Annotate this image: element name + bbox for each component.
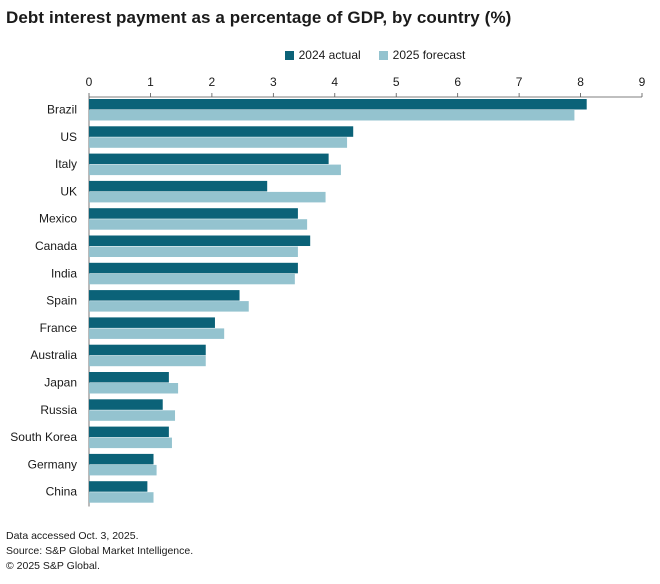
footer-copyright: © 2025 S&P Global. bbox=[6, 560, 100, 572]
bar-2024-actual bbox=[89, 99, 587, 110]
bar-2025-forecast bbox=[89, 328, 225, 339]
y-category-label: Australia bbox=[30, 348, 77, 362]
x-tick-label: 7 bbox=[516, 75, 523, 89]
y-category-label: Italy bbox=[55, 157, 77, 171]
x-tick-label: 8 bbox=[577, 75, 584, 89]
bar-2025-forecast bbox=[89, 383, 179, 394]
x-tick-label: 0 bbox=[86, 75, 93, 89]
y-category-label: China bbox=[46, 485, 78, 499]
footer-source: Source: S&P Global Market Intelligence. bbox=[6, 545, 194, 557]
bar-2024-actual bbox=[89, 399, 163, 410]
bar-2025-forecast bbox=[89, 464, 157, 476]
bar-2024-actual bbox=[89, 453, 154, 465]
bar-2024-actual bbox=[89, 372, 169, 383]
chart-legend: 2024 actual 2025 forecast bbox=[0, 48, 660, 62]
bar-2025-forecast bbox=[89, 219, 308, 230]
x-tick-label: 6 bbox=[454, 75, 461, 89]
bar-2024-actual bbox=[89, 344, 206, 356]
bar-2024-actual bbox=[89, 180, 268, 192]
legend-item-2024: 2024 actual bbox=[195, 48, 361, 62]
legend-swatch-2024 bbox=[284, 50, 294, 60]
bar-2024-actual bbox=[89, 290, 240, 301]
bar-2024-actual bbox=[89, 426, 169, 438]
chart-footer: Data accessed Oct. 3, 2025. Source: S&P … bbox=[6, 529, 193, 574]
x-tick-label: 3 bbox=[270, 75, 277, 89]
y-category-label: France bbox=[40, 321, 78, 335]
y-category-label: Russia bbox=[40, 403, 77, 417]
y-category-label: Canada bbox=[35, 239, 77, 253]
footer-data-accessed: Data accessed Oct. 3, 2025. bbox=[6, 530, 139, 542]
chart-title: Debt interest payment as a percentage of… bbox=[6, 8, 512, 27]
x-tick-label: 9 bbox=[639, 75, 646, 89]
legend-label-2025: 2025 forecast bbox=[392, 48, 466, 62]
y-category-label: Mexico bbox=[39, 212, 77, 226]
x-tick-label: 1 bbox=[147, 75, 154, 89]
x-tick-label: 5 bbox=[393, 75, 400, 89]
y-category-label: Japan bbox=[44, 376, 77, 390]
bar-2025-forecast bbox=[89, 273, 295, 285]
legend-swatch-2025 bbox=[378, 50, 388, 60]
y-category-label: Spain bbox=[46, 294, 77, 308]
y-category-label: Brazil bbox=[47, 103, 77, 117]
bar-2024-actual bbox=[89, 481, 148, 492]
x-tick-label: 2 bbox=[209, 75, 216, 89]
bar-2025-forecast bbox=[89, 410, 176, 421]
bar-2025-forecast bbox=[89, 492, 154, 503]
bar-2024-actual bbox=[89, 317, 215, 328]
bar-2024-actual bbox=[89, 235, 311, 246]
bar-2025-forecast bbox=[89, 137, 348, 148]
bar-2024-actual bbox=[89, 208, 298, 219]
bar-2025-forecast bbox=[89, 246, 298, 257]
bar-2025-forecast bbox=[89, 191, 326, 203]
legend-label-2024: 2024 actual bbox=[298, 48, 361, 62]
bar-2025-forecast bbox=[89, 355, 206, 367]
legend-item-2025: 2025 forecast bbox=[378, 48, 466, 62]
y-category-label: South Korea bbox=[10, 430, 77, 444]
bar-2024-actual bbox=[89, 153, 329, 165]
bar-2025-forecast bbox=[89, 164, 341, 176]
bar-2025-forecast bbox=[89, 437, 172, 449]
bar-2024-actual bbox=[89, 262, 298, 274]
y-category-label: UK bbox=[60, 184, 77, 198]
y-category-label: Germany bbox=[28, 457, 77, 471]
y-category-label: US bbox=[60, 130, 77, 144]
y-category-label: India bbox=[51, 266, 77, 280]
bar-2025-forecast bbox=[89, 301, 249, 312]
x-tick-label: 4 bbox=[331, 75, 338, 89]
bar-2024-actual bbox=[89, 126, 354, 137]
bar-2025-forecast bbox=[89, 110, 575, 121]
